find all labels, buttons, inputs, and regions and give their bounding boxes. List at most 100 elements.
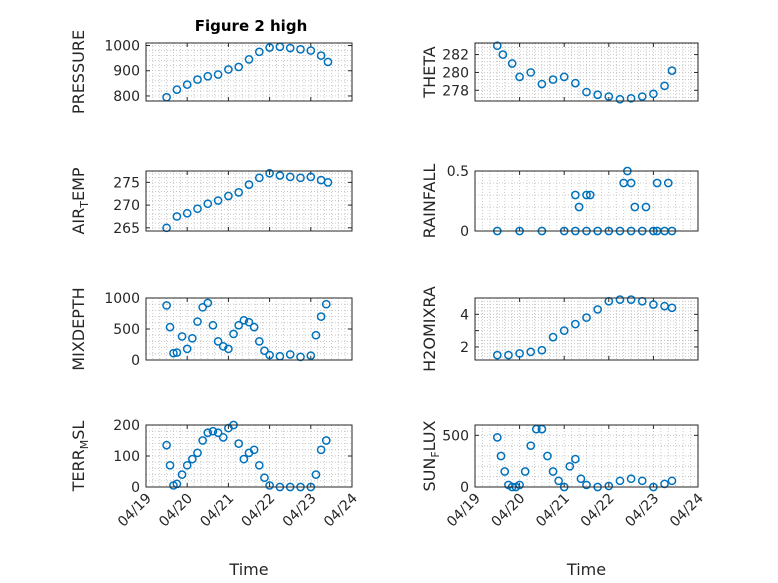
data-point — [172, 212, 182, 221]
data-point — [188, 454, 197, 464]
y-tick-label: 1000 — [104, 39, 140, 55]
data-point — [198, 436, 207, 445]
data-point — [321, 436, 331, 445]
data-point — [265, 350, 274, 360]
x-tick-label: 04/24 — [667, 490, 707, 530]
data-point — [667, 476, 677, 486]
data-point — [565, 461, 575, 471]
data-point — [165, 460, 175, 470]
data-point — [626, 178, 636, 188]
data-point — [515, 480, 524, 490]
data-point — [323, 57, 333, 67]
axes-border — [474, 424, 699, 488]
data-point — [193, 204, 202, 214]
data-point — [234, 62, 244, 72]
data-point — [260, 346, 269, 356]
data-point — [507, 59, 517, 68]
data-point — [537, 345, 547, 355]
data-point — [667, 303, 677, 313]
y-axis-label: TERRMSL — [69, 421, 91, 493]
axes-border — [145, 170, 353, 232]
y-tick-label: 0 — [131, 353, 140, 369]
data-point — [172, 85, 182, 95]
subplot-terr_msl: 0 100 200 04/19 04/20 04/21 04/22 04/23 04/24 Tim… — [69, 418, 361, 579]
data-point — [582, 480, 591, 490]
data-point — [285, 43, 295, 53]
data-point — [316, 445, 326, 455]
data-point — [526, 68, 536, 77]
x-tick-label: 04/19 — [115, 491, 155, 531]
data-point — [244, 180, 254, 189]
subplot-air_temp: 265 270 275 AIRTEMP — [69, 167, 353, 237]
data-point — [249, 445, 259, 455]
data-point — [188, 333, 197, 343]
data-point — [604, 481, 614, 491]
data-point — [582, 313, 591, 322]
y-axis-label: AIRTEMP — [69, 167, 91, 234]
data-point — [496, 451, 506, 461]
y-tick-label: 265 — [113, 221, 140, 237]
data-point — [593, 305, 603, 314]
y-tick-label: 100 — [113, 449, 140, 465]
data-point — [626, 474, 636, 484]
data-point — [285, 172, 295, 182]
subplot-mixdepth: 0 500 1000 MIXDEPTH — [69, 287, 353, 371]
y-tick-label: 282 — [442, 48, 469, 64]
x-tick-label: 04/21 — [197, 491, 237, 531]
data-point — [254, 173, 264, 183]
data-point — [585, 190, 595, 200]
y-tick-label: 200 — [113, 418, 140, 434]
data-point — [213, 196, 223, 205]
data-point — [574, 202, 584, 212]
data-point — [285, 350, 295, 359]
y-tick-label: 800 — [113, 89, 140, 105]
y-axis-label: SUNFLUX — [420, 420, 442, 491]
data-point — [582, 87, 591, 97]
data-point — [169, 348, 178, 358]
data-point — [652, 178, 662, 188]
x-tick-label: 04/19 — [444, 491, 484, 531]
data-point — [593, 90, 603, 100]
axes-border — [474, 297, 699, 361]
data-point — [296, 44, 305, 54]
x-tick-label: 04/22 — [239, 491, 279, 531]
data-point — [526, 441, 536, 451]
data-point — [296, 173, 305, 183]
data-point — [193, 317, 202, 326]
data-point — [306, 46, 316, 55]
y-tick-label: 900 — [113, 64, 140, 80]
data-point — [492, 433, 502, 442]
data-point — [520, 467, 530, 476]
data-point — [500, 467, 510, 476]
data-point — [239, 454, 249, 464]
y-tick-label: 0 — [460, 480, 469, 496]
data-point — [492, 41, 502, 51]
data-point — [165, 322, 175, 332]
data-point — [548, 467, 558, 476]
data-point — [548, 332, 558, 342]
data-point — [571, 454, 580, 464]
data-point — [265, 43, 274, 52]
data-point — [275, 171, 285, 180]
subplot-sun_flux: 0 500 04/19 04/20 04/21 04/22 04/23 04/24 Time SU… — [420, 420, 707, 579]
data-point — [548, 75, 558, 84]
data-point — [244, 55, 254, 64]
data-point — [213, 428, 223, 438]
data-point — [323, 178, 333, 187]
y-tick-label: 280 — [442, 65, 469, 81]
data-point — [321, 299, 331, 309]
data-point — [234, 320, 244, 330]
data-point — [265, 481, 274, 490]
data-point — [234, 439, 244, 448]
data-point — [660, 81, 669, 91]
y-tick-label: 0 — [460, 224, 469, 240]
x-axis-label: Time — [566, 560, 606, 579]
data-point — [554, 476, 563, 486]
data-point — [254, 47, 264, 57]
data-point — [515, 72, 524, 82]
data-point — [504, 350, 513, 360]
data-point — [177, 332, 187, 341]
data-point — [213, 337, 223, 346]
data-point — [254, 337, 264, 346]
